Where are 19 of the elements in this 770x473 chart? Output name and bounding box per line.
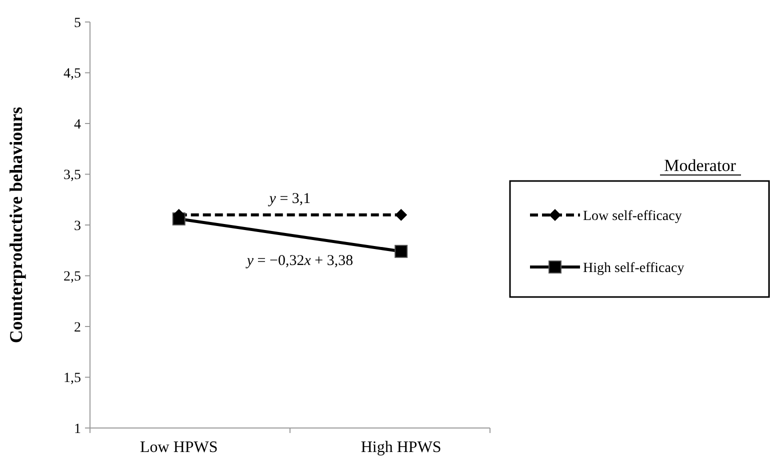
y-tick-label: 2 xyxy=(74,320,81,336)
annotation: y = 3,1 xyxy=(267,190,311,207)
y-tick-label: 4,5 xyxy=(64,66,81,82)
y-tick-label: 5 xyxy=(74,16,81,31)
x-tick-label: High HPWS xyxy=(360,439,442,456)
point xyxy=(394,244,408,258)
legend-label: Low self-efficacy xyxy=(583,208,682,224)
y-tick-label: 4 xyxy=(74,117,81,132)
point xyxy=(395,208,408,221)
x-tick-label: Low HPWS xyxy=(140,439,218,456)
y-tick-label: 1 xyxy=(74,422,81,437)
y-tick-label: 3,5 xyxy=(64,168,81,184)
y-tick-label: 3 xyxy=(74,218,81,234)
y-tick-label: 2,5 xyxy=(64,270,81,285)
legend-label: High self-efficacy xyxy=(583,260,684,276)
legend-title: Moderator xyxy=(664,156,736,175)
y-tick-label: 1,5 xyxy=(64,371,81,386)
y-axis-title: Counterproductive behaviours xyxy=(6,106,26,344)
annotation: y = −0,32x + 3,38 xyxy=(244,252,354,269)
